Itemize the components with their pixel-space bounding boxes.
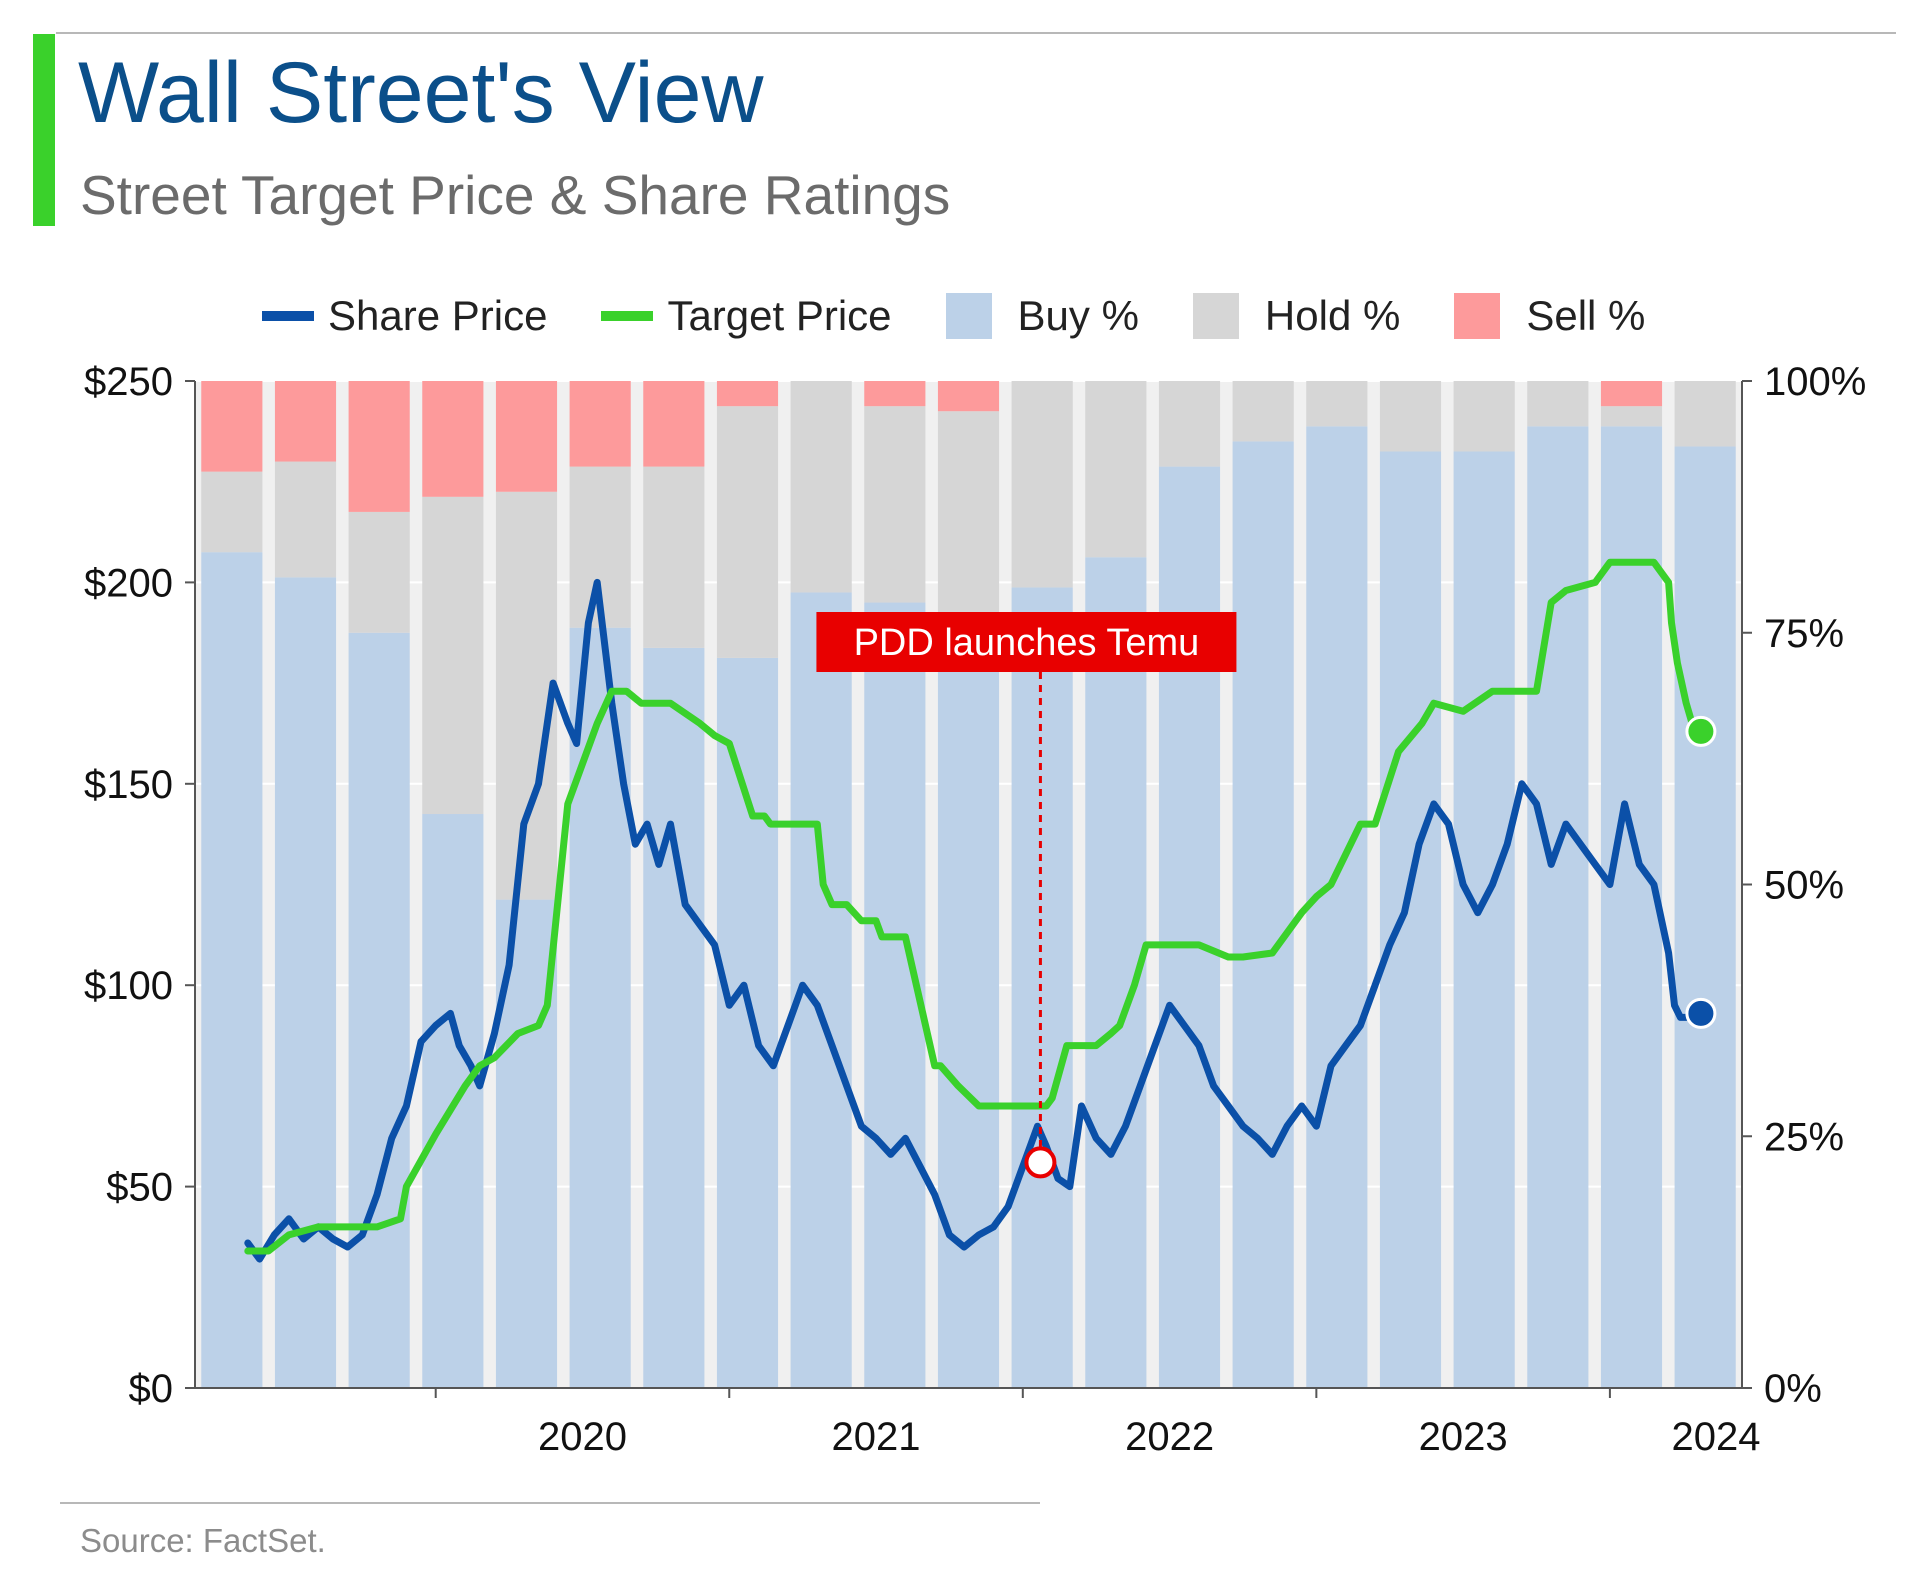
bar-hold <box>1453 381 1515 452</box>
legend-label-target-price: Target Price <box>667 292 892 339</box>
y2-tick-label: 100% <box>1764 360 1866 404</box>
legend-label-sell: Sell % <box>1526 292 1646 339</box>
bar-sell <box>864 381 926 407</box>
accent-bar <box>33 34 55 226</box>
bar-buy <box>1527 426 1589 1388</box>
bar-buy <box>937 612 1000 1388</box>
bar-sell <box>348 381 410 512</box>
bar-sell <box>569 381 631 467</box>
bar-sell <box>1600 381 1663 407</box>
legend-swatch-hold <box>1192 293 1239 339</box>
bar-hold <box>1379 381 1442 452</box>
bar-buy <box>1379 451 1442 1388</box>
y-tick-label: $200 <box>84 561 173 605</box>
bar-hold <box>1011 381 1073 588</box>
bar-buy <box>1011 587 1073 1388</box>
y-tick-label: $100 <box>84 964 173 1008</box>
legend-swatch-share-price <box>262 311 314 321</box>
bar-hold <box>201 471 263 553</box>
annotation-label: PDD launches Temu <box>854 622 1200 664</box>
legend-hold: Hold % <box>1192 292 1401 340</box>
x-tick-label: 2024 <box>1671 1415 1760 1459</box>
bar-hold <box>1674 381 1736 447</box>
legend-share-price: Share Price <box>262 292 547 340</box>
x-tick-label: 2022 <box>1125 1415 1214 1459</box>
bar-hold <box>1158 381 1221 467</box>
x-tick-label: 2021 <box>832 1415 921 1459</box>
target-price-line-end-marker <box>1685 715 1717 747</box>
bar-hold <box>790 381 852 593</box>
y-tick-label: $150 <box>84 763 173 807</box>
chart-canvas: $0 $50 $100 $150 $200 $250 0% 25% 50% 75% 100% 2020… <box>84 360 1866 1459</box>
bar-hold <box>1085 381 1147 558</box>
legend-swatch-target-price <box>601 311 654 321</box>
bar-buy <box>1232 441 1294 1388</box>
bar-hold <box>422 496 484 815</box>
legend-label-hold: Hold % <box>1264 292 1401 339</box>
bar-hold <box>1306 381 1368 427</box>
bar-buy <box>716 657 779 1388</box>
legend-swatch-buy <box>945 293 992 339</box>
bar-hold <box>1600 406 1663 427</box>
chart-legend: Share Price Target Price Buy % Hold % Se… <box>262 288 1699 344</box>
bar-buy <box>1158 466 1221 1389</box>
y-tick-label: $250 <box>84 360 173 404</box>
bar-sell <box>937 381 1000 412</box>
bar-hold <box>643 466 705 648</box>
source-note: Source: FactSet. <box>80 1522 326 1559</box>
x-tick-label: 2020 <box>538 1415 627 1459</box>
bar-buy <box>1306 426 1368 1388</box>
page-subtitle: Street Target Price & Share Ratings <box>80 164 951 226</box>
bar-buy <box>201 552 263 1388</box>
share-price-line <box>244 578 1705 1263</box>
bar-sell <box>716 381 779 407</box>
bar-buy <box>643 647 705 1388</box>
annotation-box <box>816 612 1237 672</box>
bar-sell <box>274 381 337 462</box>
legend-swatch-sell <box>1454 293 1501 339</box>
bar-hold <box>716 406 779 658</box>
bar-sell <box>643 381 705 467</box>
legend-sell: Sell % <box>1454 292 1645 340</box>
target-price-line <box>244 558 1705 1255</box>
legend-target-price: Target Price <box>601 292 892 340</box>
bar-sell <box>495 381 558 492</box>
legend-label-share-price: Share Price <box>328 292 548 339</box>
bar-buy <box>1453 451 1515 1388</box>
bar-sell <box>201 381 263 472</box>
y2-tick-label: 75% <box>1764 612 1844 656</box>
page-title: Wall Street's View <box>78 45 764 141</box>
bar-hold <box>348 511 410 633</box>
y-tick-label: $0 <box>129 1367 174 1411</box>
bar-buy <box>1600 426 1663 1388</box>
bar-hold <box>937 411 1000 613</box>
bar-buy <box>348 632 410 1388</box>
x-tick-label: 2023 <box>1419 1415 1508 1459</box>
top-rule <box>56 32 1896 34</box>
bar-hold <box>1527 381 1589 427</box>
share-price-line-end-marker <box>1685 997 1717 1029</box>
bar-hold <box>864 406 926 603</box>
y2-tick-label: 50% <box>1764 864 1844 908</box>
annotation-marker <box>1024 1146 1057 1179</box>
bar-sell <box>422 381 484 497</box>
bottom-rule <box>60 1502 1040 1504</box>
bar-buy <box>1674 446 1736 1388</box>
legend-buy: Buy % <box>945 292 1139 340</box>
y2-tick-label: 0% <box>1764 1367 1822 1411</box>
bar-buy <box>274 577 337 1388</box>
legend-label-buy: Buy % <box>1017 292 1139 339</box>
bar-hold <box>1232 381 1294 442</box>
y-tick-label: $50 <box>106 1166 173 1210</box>
y2-tick-label: 25% <box>1764 1115 1844 1159</box>
bar-hold <box>274 461 337 578</box>
